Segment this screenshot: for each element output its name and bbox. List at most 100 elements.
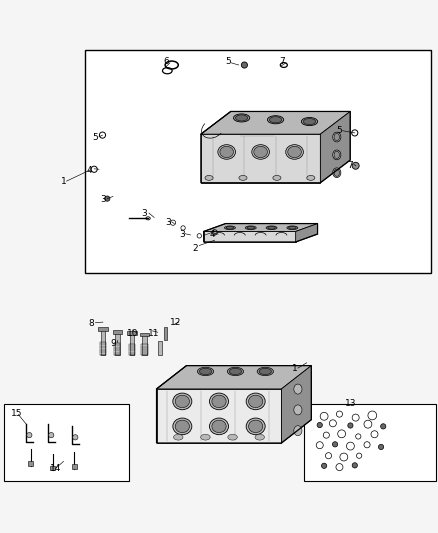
Text: 14: 14	[50, 464, 62, 473]
Circle shape	[49, 432, 54, 438]
Ellipse shape	[333, 168, 341, 177]
Ellipse shape	[246, 393, 265, 410]
Bar	[141, 344, 148, 355]
Ellipse shape	[252, 144, 269, 159]
Ellipse shape	[224, 226, 235, 230]
Bar	[304, 405, 436, 481]
Ellipse shape	[209, 393, 229, 410]
Ellipse shape	[245, 226, 256, 230]
Text: 7: 7	[279, 57, 286, 66]
Ellipse shape	[175, 395, 190, 408]
Ellipse shape	[334, 151, 339, 158]
Circle shape	[332, 442, 338, 447]
Text: 3: 3	[166, 218, 172, 227]
Ellipse shape	[334, 169, 339, 176]
Polygon shape	[201, 134, 320, 183]
Circle shape	[321, 463, 327, 469]
Text: 7: 7	[347, 161, 353, 170]
Ellipse shape	[257, 367, 273, 376]
Ellipse shape	[230, 368, 241, 375]
Ellipse shape	[212, 420, 226, 433]
Ellipse shape	[228, 434, 237, 440]
Text: 4: 4	[210, 230, 215, 239]
Ellipse shape	[226, 227, 234, 229]
Circle shape	[317, 423, 322, 427]
Bar	[113, 330, 122, 334]
Polygon shape	[204, 223, 318, 231]
Polygon shape	[204, 231, 296, 242]
Bar	[114, 343, 120, 355]
Ellipse shape	[333, 132, 341, 142]
Ellipse shape	[248, 420, 263, 433]
Text: 9: 9	[110, 338, 116, 348]
Text: 4: 4	[87, 166, 92, 175]
Ellipse shape	[268, 227, 276, 229]
Text: 6: 6	[163, 57, 170, 66]
Text: 10: 10	[127, 328, 138, 337]
Text: 1: 1	[60, 176, 67, 185]
Ellipse shape	[294, 426, 302, 435]
Bar	[100, 342, 106, 355]
Bar	[127, 332, 137, 335]
Ellipse shape	[286, 144, 304, 159]
Ellipse shape	[307, 175, 315, 180]
Polygon shape	[156, 366, 311, 389]
Bar	[129, 344, 135, 355]
Ellipse shape	[266, 226, 277, 230]
Ellipse shape	[334, 133, 339, 141]
Ellipse shape	[267, 116, 284, 124]
Polygon shape	[156, 389, 282, 443]
Text: 5: 5	[92, 133, 99, 142]
Text: 5: 5	[225, 57, 231, 66]
Ellipse shape	[294, 405, 302, 415]
Bar	[28, 462, 33, 466]
Ellipse shape	[175, 420, 190, 433]
Bar	[98, 327, 108, 332]
Ellipse shape	[173, 434, 183, 440]
Text: 5: 5	[336, 126, 343, 135]
Ellipse shape	[269, 117, 282, 123]
Ellipse shape	[333, 150, 341, 160]
Ellipse shape	[304, 118, 316, 125]
Bar	[164, 327, 167, 340]
Ellipse shape	[273, 175, 281, 180]
Text: 11: 11	[148, 328, 160, 337]
Text: 3: 3	[179, 230, 185, 239]
Text: 12: 12	[170, 318, 181, 327]
Ellipse shape	[239, 175, 247, 180]
Bar	[101, 330, 105, 355]
Ellipse shape	[255, 434, 265, 440]
Bar	[72, 464, 77, 469]
Polygon shape	[296, 223, 318, 242]
Bar	[142, 335, 147, 355]
Bar	[50, 466, 55, 470]
Text: 1: 1	[291, 364, 297, 373]
Ellipse shape	[294, 384, 302, 394]
Bar	[115, 333, 120, 355]
Ellipse shape	[288, 146, 301, 158]
Polygon shape	[201, 111, 350, 134]
Circle shape	[352, 162, 359, 169]
Ellipse shape	[199, 368, 212, 375]
Circle shape	[381, 424, 386, 429]
Bar	[140, 333, 149, 336]
Ellipse shape	[220, 146, 233, 158]
Ellipse shape	[289, 227, 296, 229]
Circle shape	[27, 432, 32, 438]
Ellipse shape	[287, 226, 298, 230]
Text: 3: 3	[100, 196, 106, 205]
Text: 8: 8	[88, 319, 94, 328]
Ellipse shape	[218, 144, 236, 159]
Bar	[85, 50, 431, 273]
Ellipse shape	[254, 146, 267, 158]
Ellipse shape	[227, 367, 244, 376]
Bar	[130, 334, 134, 355]
Polygon shape	[282, 366, 311, 443]
Circle shape	[241, 62, 247, 68]
Ellipse shape	[205, 175, 213, 180]
Ellipse shape	[173, 393, 192, 410]
Ellipse shape	[209, 418, 229, 435]
Text: 13: 13	[345, 399, 356, 408]
Ellipse shape	[248, 395, 263, 408]
Polygon shape	[320, 111, 350, 183]
